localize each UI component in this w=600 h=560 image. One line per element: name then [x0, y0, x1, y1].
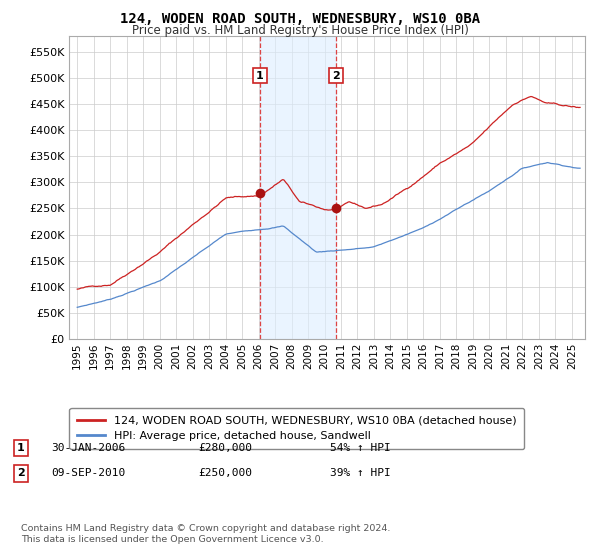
Text: 30-JAN-2006: 30-JAN-2006 [51, 443, 125, 453]
Text: £280,000: £280,000 [198, 443, 252, 453]
Text: Contains HM Land Registry data © Crown copyright and database right 2024.
This d: Contains HM Land Registry data © Crown c… [21, 524, 391, 544]
Text: 2: 2 [17, 468, 25, 478]
Text: £250,000: £250,000 [198, 468, 252, 478]
Text: 09-SEP-2010: 09-SEP-2010 [51, 468, 125, 478]
Text: 39% ↑ HPI: 39% ↑ HPI [330, 468, 391, 478]
Text: 124, WODEN ROAD SOUTH, WEDNESBURY, WS10 0BA: 124, WODEN ROAD SOUTH, WEDNESBURY, WS10 … [120, 12, 480, 26]
Text: Price paid vs. HM Land Registry's House Price Index (HPI): Price paid vs. HM Land Registry's House … [131, 24, 469, 37]
Text: 1: 1 [256, 71, 264, 81]
Text: 2: 2 [332, 71, 340, 81]
Text: 1: 1 [17, 443, 25, 453]
Legend: 124, WODEN ROAD SOUTH, WEDNESBURY, WS10 0BA (detached house), HPI: Average price: 124, WODEN ROAD SOUTH, WEDNESBURY, WS10 … [70, 408, 524, 449]
Text: 54% ↑ HPI: 54% ↑ HPI [330, 443, 391, 453]
Bar [260, 36, 336, 339]
